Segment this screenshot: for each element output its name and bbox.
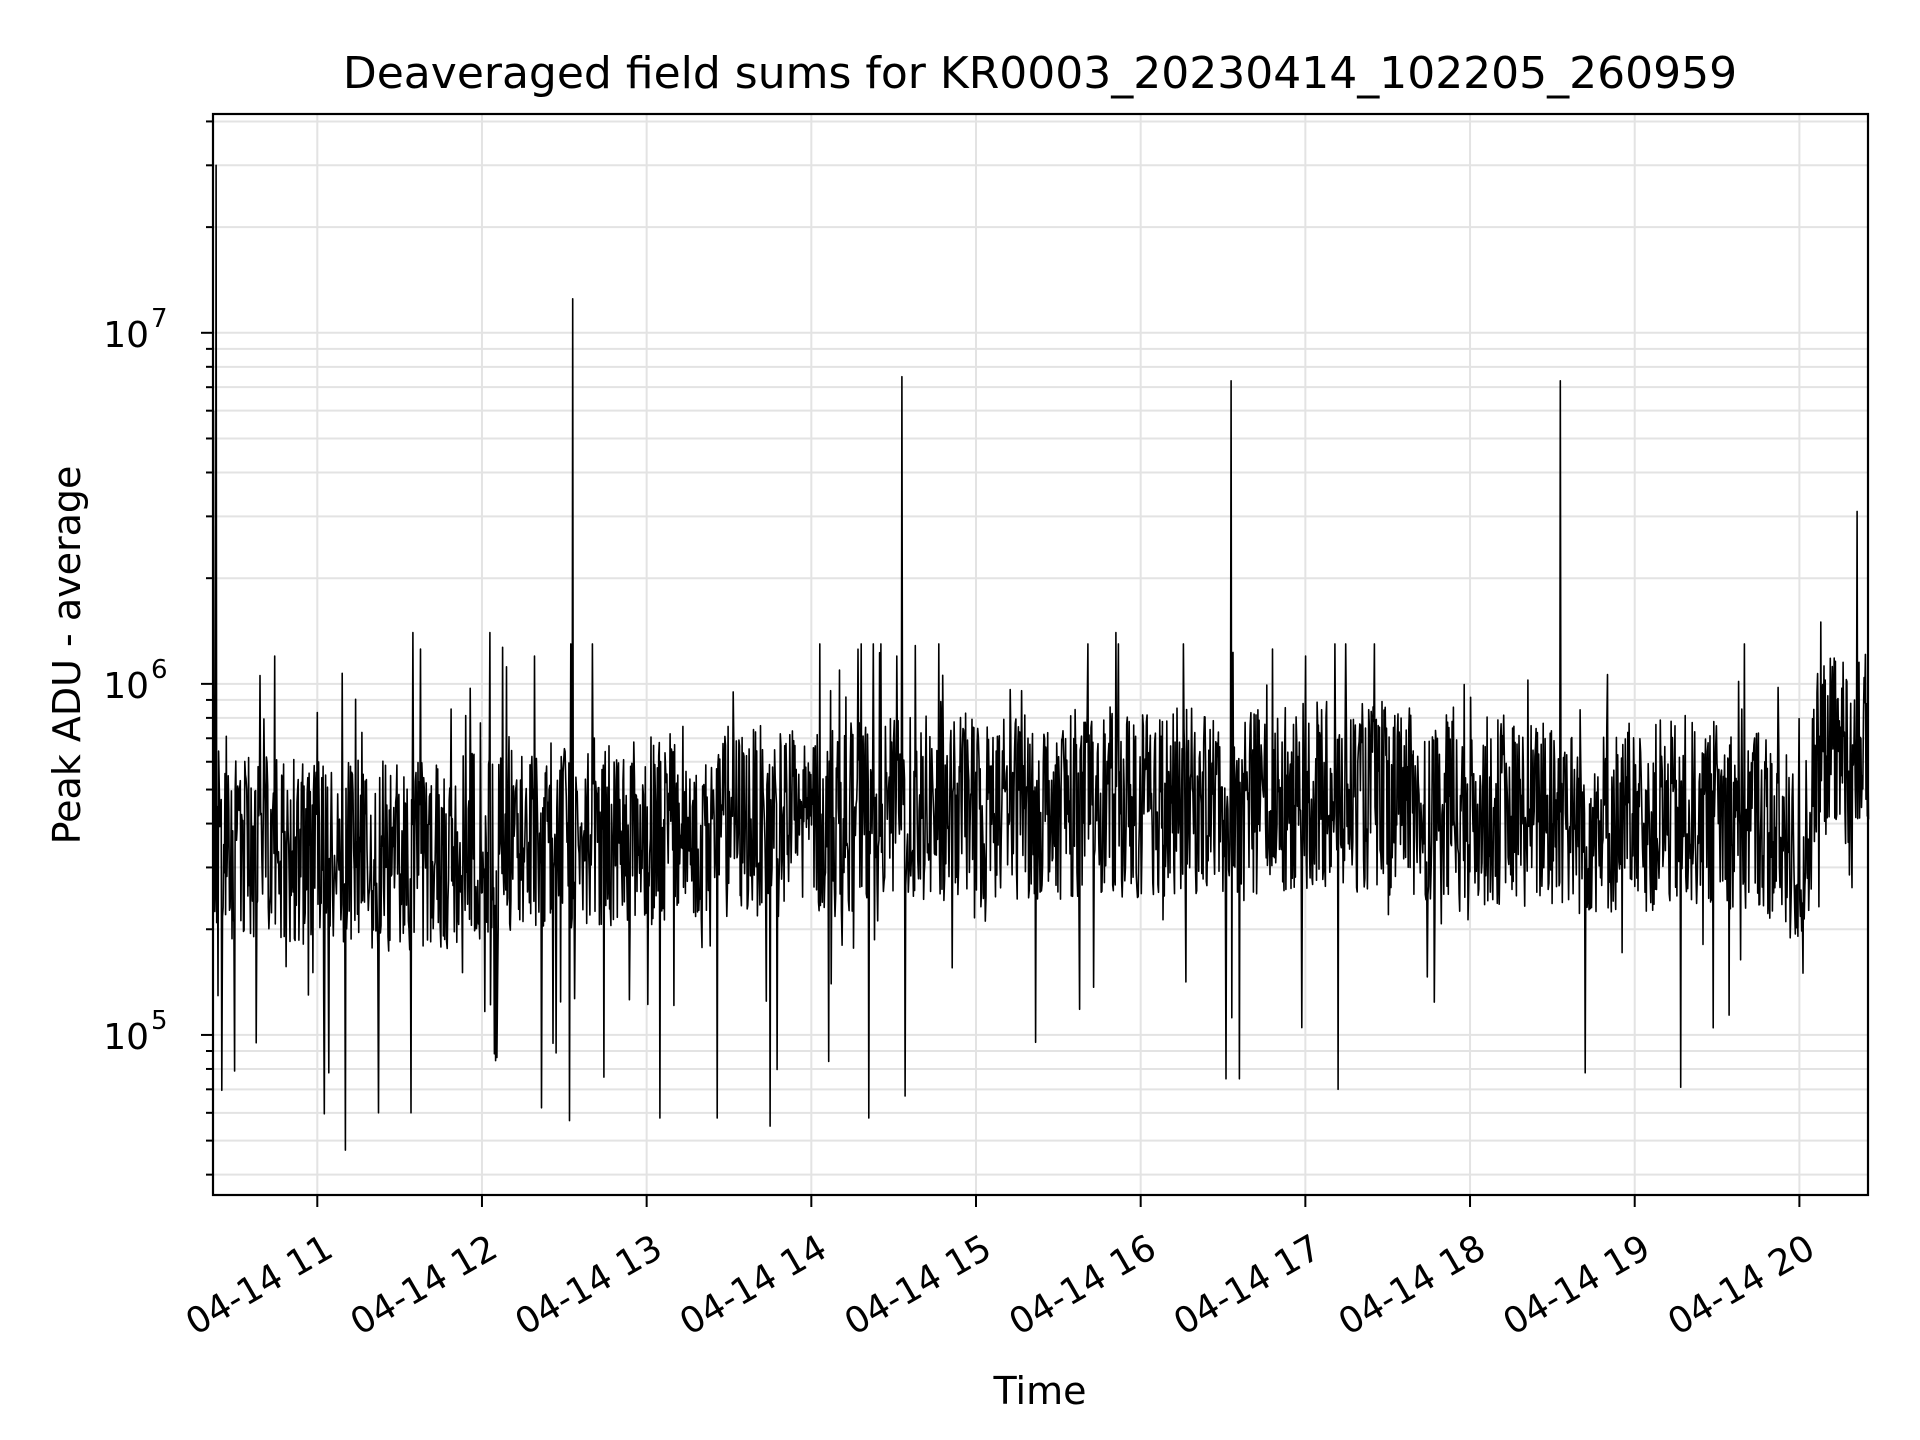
chart-title: Deaveraged field sums for KR0003_2023041… [343,48,1737,99]
y-tick-exponent: 7 [151,304,168,334]
series-area [212,164,1870,1151]
y-axis-label: Peak ADU - average [45,466,89,845]
series-line [212,164,1870,1151]
y-tick-exponent: 5 [151,1006,168,1036]
y-tick-label: 10 [103,666,149,707]
y-tick-exponent: 6 [151,655,168,685]
x-axis-label: Time [993,1369,1087,1413]
plot-frame [211,112,1870,1197]
y-tick-label: 10 [103,315,149,356]
y-tick-label: 10 [103,1017,149,1058]
